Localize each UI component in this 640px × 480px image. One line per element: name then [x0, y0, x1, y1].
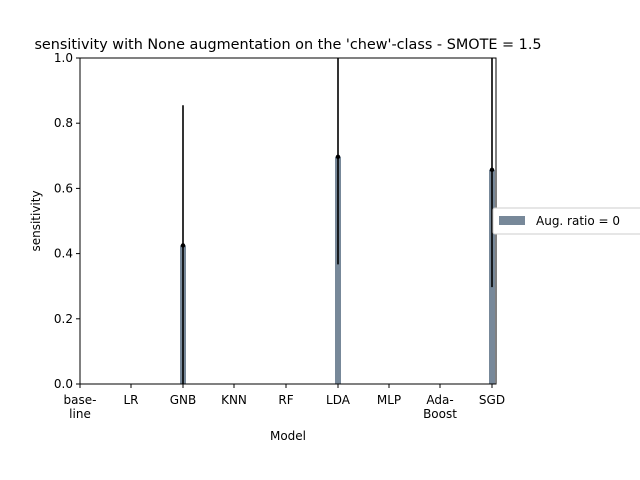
y-tick-label: 0.6	[54, 181, 73, 195]
x-tick-label: SGD	[479, 393, 505, 407]
bar	[335, 156, 341, 384]
legend: Aug. ratio = 0	[492, 207, 640, 235]
x-tick-label: KNN	[221, 393, 247, 407]
y-tick-label: 0.2	[54, 312, 73, 326]
x-tick-label: RF	[278, 393, 293, 407]
error-bar-marker	[335, 154, 341, 159]
legend-label: Aug. ratio = 0	[536, 214, 620, 228]
x-tick-label: base-line	[64, 393, 97, 421]
y-tick-label: 0.4	[54, 247, 73, 261]
axes-frame	[79, 57, 497, 385]
error-bar-marker	[180, 243, 186, 248]
x-tick-label: Ada-Boost	[423, 393, 457, 421]
x-tick-label: LR	[123, 393, 138, 407]
x-axis: base-line LR GNB KNN RF LDA MLP Ada-Boost SGD	[64, 384, 505, 421]
y-axis: 0.0 0.2 0.4 0.6 0.8 1.0	[54, 51, 80, 391]
legend-swatch	[499, 216, 525, 225]
y-axis-label: sensitivity	[29, 190, 43, 251]
legend-frame	[492, 207, 640, 235]
x-tick-label: GNB	[170, 393, 197, 407]
x-tick-label: LDA	[326, 393, 351, 407]
error-bars-group	[180, 58, 495, 384]
error-bar-marker	[489, 167, 495, 173]
chart-title: sensitivity with None augmentation on th…	[34, 37, 541, 53]
y-tick-label: 1.0	[54, 51, 73, 65]
x-axis-label: Model	[270, 429, 306, 443]
y-tick-label: 0.8	[54, 116, 73, 130]
y-tick-label: 0.0	[54, 377, 73, 391]
x-tick-label: MLP	[377, 393, 401, 407]
